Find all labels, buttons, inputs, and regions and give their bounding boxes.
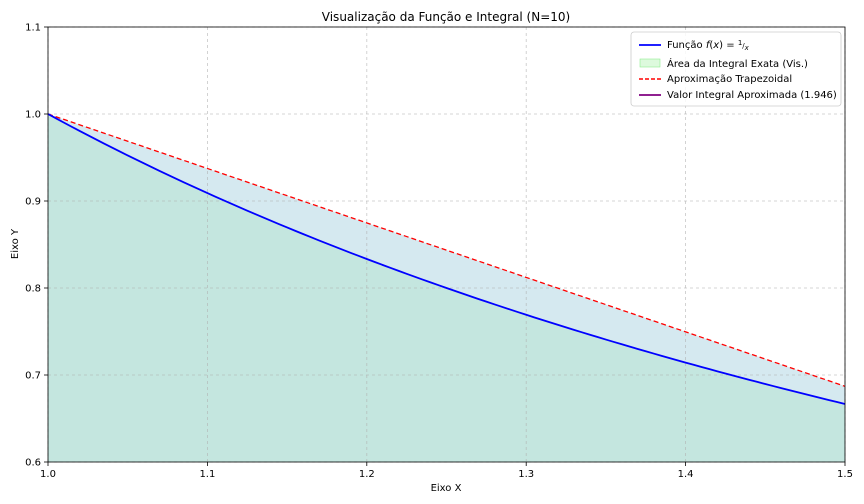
x-ticks: 1.0 1.1 1.2 1.3 1.4 1.5 [40,462,853,480]
x-axis-label: Eixo X [431,483,462,494]
y-tick-label: 0.6 [25,458,41,469]
legend-box [630,31,842,107]
y-ticks: 0.6 0.7 0.8 0.9 1.0 1.1 [25,23,48,469]
legend-trapezoid-label: Aproximação Trapezoidal [667,74,792,85]
axes-frame [47,26,846,463]
trapezoid-line [47,113,846,387]
function-line [47,113,846,405]
legend-area-label: Área da Integral Exata (Vis.) [667,57,808,70]
x-tick-label: 1.0 [40,469,56,480]
trapezoid-gap-fill [48,114,845,404]
chart-title: Visualização da Função e Integral (N=10) [322,10,570,24]
x-tick-label: 1.5 [837,469,853,480]
y-tick-label: 1.1 [25,23,41,34]
y-tick-label: 0.7 [25,371,41,382]
y-tick-label: 0.8 [25,284,41,295]
x-tick-label: 1.1 [199,469,215,480]
legend-integral-label: Valor Integral Aproximada (1.946) [667,90,837,101]
x-tick-label: 1.2 [359,469,375,480]
legend: Função f(x) = 1/x Área da Integral Exata… [630,31,842,107]
legend-area-swatch [639,58,661,68]
y-axis-label: Eixo Y [10,228,21,259]
x-tick-label: 1.4 [678,469,694,480]
y-tick-label: 0.9 [25,197,41,208]
y-tick-label: 1.0 [25,110,41,121]
x-tick-label: 1.3 [518,469,534,480]
legend-function-label: Função f(x) = 1/x [667,39,750,52]
plot-area [47,26,846,463]
